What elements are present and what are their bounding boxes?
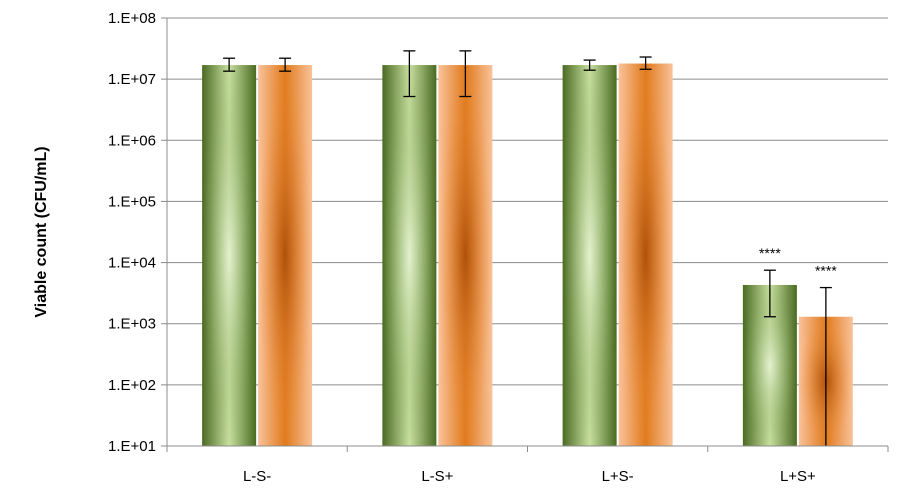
bar-highlight <box>438 65 493 446</box>
bar-highlight <box>202 65 257 446</box>
labels: 1.E+01 1.E+02 1.E+03 1.E+04 1.E+05 1.E+06 1.E+… <box>33 10 837 485</box>
significance-annotation: **** <box>759 245 781 261</box>
y-tick-label: 1.E+05 <box>108 193 156 210</box>
bar-highlight <box>258 65 313 446</box>
x-tick-label: L+S+ <box>780 468 816 485</box>
y-tick-label: 1.E+03 <box>108 316 156 333</box>
y-tick-label: 1.E+01 <box>108 438 156 455</box>
y-tick-label: 1.E+07 <box>108 71 156 88</box>
bars <box>202 63 853 447</box>
bar-highlight <box>618 63 673 447</box>
significance-annotation: **** <box>815 263 837 279</box>
bar-highlight <box>382 65 437 446</box>
x-tick-label: L+S- <box>602 468 634 485</box>
y-tick-label: 1.E+02 <box>108 377 156 394</box>
x-tick-label: L-S+ <box>421 468 453 485</box>
y-tick-label: 1.E+08 <box>108 10 156 27</box>
y-tick-label: 1.E+04 <box>108 255 156 272</box>
error-bars <box>223 50 832 446</box>
y-tick-label: 1.E+06 <box>108 132 156 149</box>
axes <box>161 17 889 452</box>
y-axis-title: Viable count (CFU/mL) <box>33 146 50 317</box>
x-tick-label: L-S- <box>243 468 271 485</box>
bar-highlight <box>562 65 617 446</box>
